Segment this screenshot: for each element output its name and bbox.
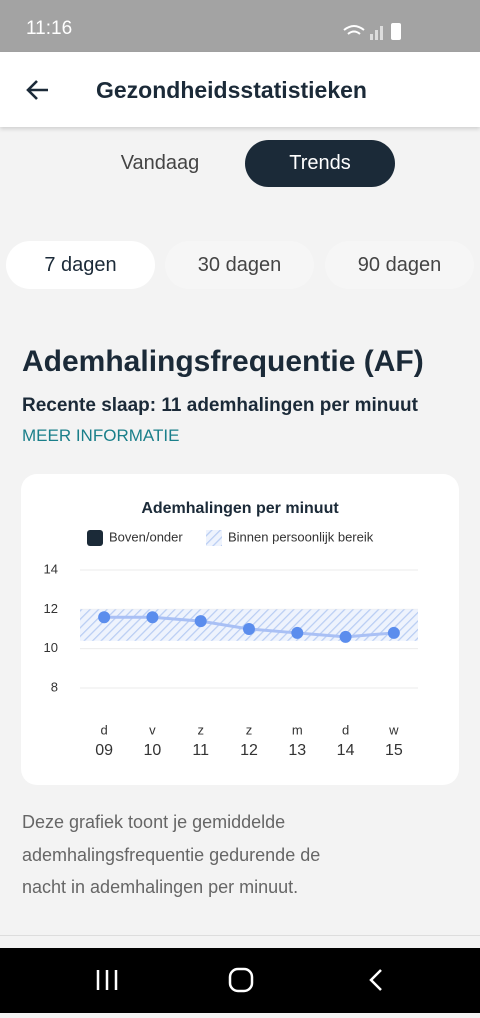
- y-tick-label: 14: [44, 561, 58, 576]
- data-point: [243, 623, 255, 635]
- page-title: Gezondheidsstatistieken: [96, 77, 367, 103]
- range-tab[interactable]: 90 dagen: [325, 241, 474, 289]
- legend-swatch: [206, 530, 222, 546]
- x-tick-date: 10: [144, 742, 162, 759]
- x-tick-weekday: d: [342, 722, 349, 737]
- status-icons: [343, 23, 401, 40]
- y-tick-label: 12: [44, 601, 58, 616]
- y-tick-label: 8: [51, 679, 58, 694]
- chart-title: Ademhalingen per minuut: [141, 500, 339, 517]
- data-point: [98, 611, 111, 624]
- x-tick-date: 11: [192, 742, 209, 759]
- view-tab-active[interactable]: Trends: [245, 140, 395, 187]
- chart-card: Ademhalingen per minuut Boven/onder Binne…: [21, 474, 459, 785]
- x-tick-weekday: z: [197, 722, 204, 737]
- back-nav-button[interactable]: [369, 969, 382, 991]
- view-tab[interactable]: Vandaag: [120, 152, 200, 174]
- x-tick-date: 15: [385, 742, 403, 759]
- range-tab[interactable]: 30 dagen: [165, 241, 314, 289]
- legend-label: Binnen persoonlijk bereik: [228, 529, 374, 544]
- divider: [0, 935, 480, 936]
- x-tick-weekday: m: [292, 722, 303, 737]
- data-point: [339, 630, 352, 643]
- more-info-link[interactable]: MEER INFORMATIE: [22, 426, 180, 445]
- section-subtitle: Recente slaap: 11 ademhalingen per minuu…: [22, 395, 418, 416]
- app-bar: [0, 52, 480, 127]
- range-tab-active[interactable]: 7 dagen: [6, 241, 155, 289]
- section-title: Ademhalingsfrequentie (AF): [22, 345, 424, 378]
- data-point: [387, 626, 400, 639]
- x-tick-weekday: d: [101, 722, 108, 737]
- data-point: [291, 626, 304, 639]
- home-button[interactable]: [228, 967, 254, 993]
- x-tick-date: 14: [337, 742, 355, 759]
- x-tick-date: 13: [288, 742, 306, 759]
- x-tick-weekday: v: [149, 722, 156, 737]
- x-tick-date: 12: [240, 742, 258, 759]
- data-point: [146, 611, 159, 624]
- back-button[interactable]: [24, 77, 52, 103]
- y-tick-label: 10: [44, 640, 58, 655]
- footnote: Deze grafiek toont je gemiddelde ademhal…: [22, 812, 321, 897]
- status-time: 11:16: [26, 18, 73, 39]
- data-point: [194, 615, 207, 628]
- x-tick-weekday: z: [246, 722, 253, 737]
- legend-label: Boven/onder: [109, 529, 183, 544]
- recents-button[interactable]: [96, 970, 118, 990]
- nav-bar: [0, 948, 480, 1013]
- chart: Ademhalingen per minuut Boven/onder Binne…: [44, 500, 418, 759]
- legend-swatch: [87, 530, 103, 546]
- nav-icons: [96, 967, 382, 993]
- x-tick-date: 09: [95, 742, 113, 759]
- x-tick-weekday: w: [388, 722, 399, 737]
